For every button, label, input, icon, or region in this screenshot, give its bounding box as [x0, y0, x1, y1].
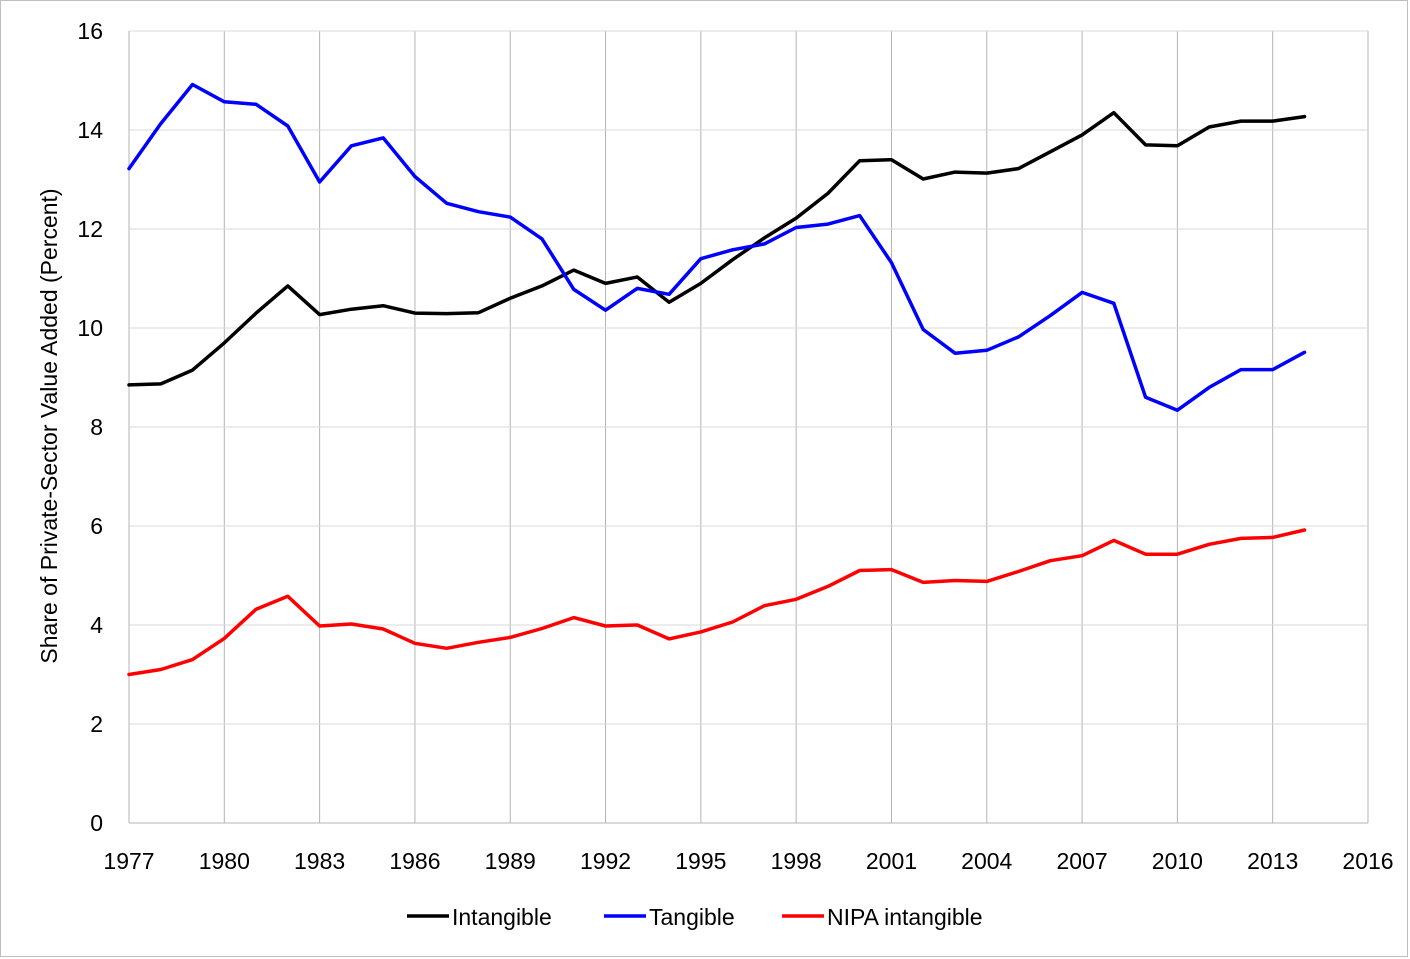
legend-label: NIPA intangible: [827, 904, 983, 930]
legend-label: Intangible: [452, 904, 552, 930]
y-tick-label: 16: [77, 18, 103, 44]
series-line-tangible: [127, 82, 1307, 412]
x-tick-label: 1998: [771, 848, 822, 874]
tick-labels: 1977 1980 1983 1986 1989 1992 1995 1998 2001 2004…: [77, 18, 1393, 874]
series-line-nipa-intangible: [127, 528, 1307, 677]
x-tick-label: 2007: [1056, 848, 1107, 874]
legend-label: Tangible: [649, 904, 735, 930]
x-tick-label: 1995: [675, 848, 726, 874]
y-tick-label: 8: [90, 414, 103, 440]
y-tick-label: 14: [77, 117, 103, 143]
y-tick-label: 6: [90, 513, 103, 539]
y-tick-label: 0: [90, 810, 103, 836]
grid: [129, 30, 1369, 823]
x-tick-label: 1986: [389, 848, 440, 874]
x-tick-label: 2013: [1247, 848, 1298, 874]
y-tick-label: 12: [77, 216, 103, 242]
y-tick-label: 10: [77, 315, 103, 341]
x-tick-label: 1977: [103, 848, 154, 874]
x-tick-label: 2004: [961, 848, 1012, 874]
legend: Intangible Tangible NIPA intangible: [407, 904, 983, 930]
series-line-intangible: [127, 110, 1307, 387]
x-tick-label: 1989: [485, 848, 536, 874]
axes: [128, 31, 1368, 824]
x-tick-label: 2010: [1152, 848, 1203, 874]
series-lines: [127, 82, 1307, 677]
x-tick-label: 1992: [580, 848, 631, 874]
y-tick-label: 2: [90, 711, 103, 737]
y-tick-label: 4: [90, 612, 103, 638]
x-tick-label: 2016: [1342, 848, 1393, 874]
x-tick-label: 2001: [866, 848, 917, 874]
x-tick-label: 1980: [199, 848, 250, 874]
x-tick-label: 1983: [294, 848, 345, 874]
y-axis-label: Share of Private-Sector Value Added (Per…: [36, 188, 62, 663]
